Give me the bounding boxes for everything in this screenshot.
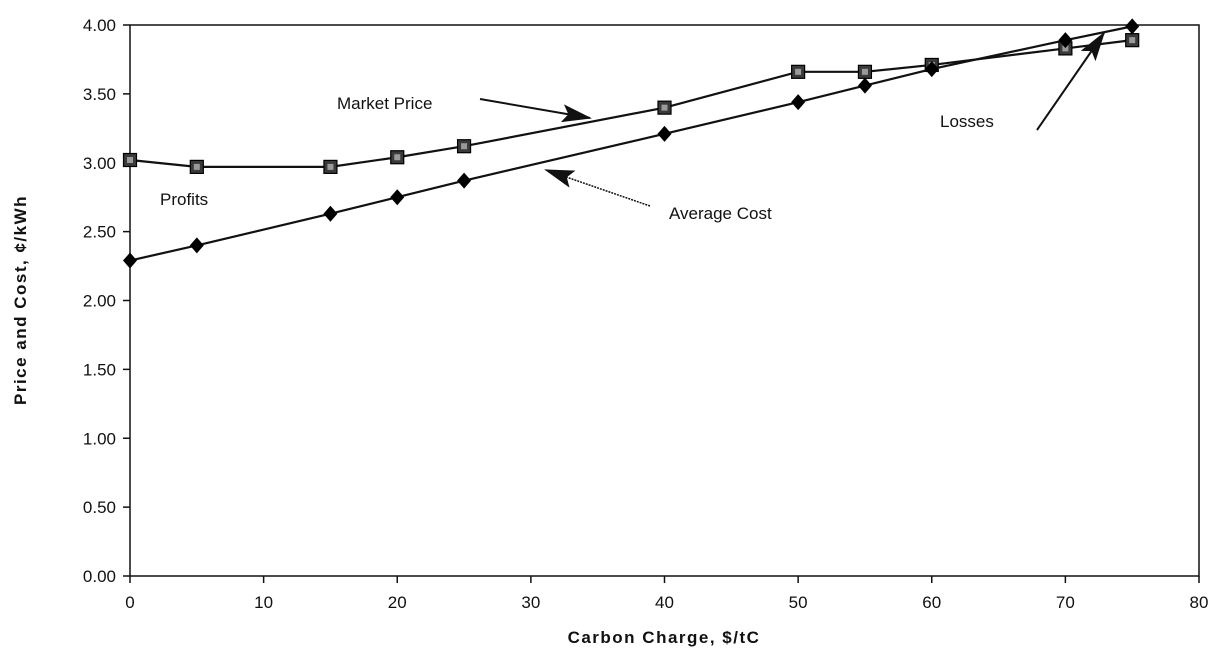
- average-cost-point: [791, 94, 806, 111]
- y-tick-label: 3.50: [83, 85, 116, 104]
- market-price-point-texture: [394, 154, 401, 161]
- average-cost-line: [129, 25, 1133, 262]
- x-tick-label: 50: [789, 593, 808, 612]
- x-axis-title: Carbon Charge, $/tC: [568, 628, 761, 647]
- x-tick-label: 0: [125, 593, 134, 612]
- y-tick-label: 2.00: [83, 292, 116, 311]
- annotation-average-cost: Average Cost: [669, 204, 772, 223]
- market-price-point-texture: [127, 156, 133, 163]
- x-axis-ticks: 0 10 20 30 40 50 60 70 80: [125, 576, 1208, 612]
- average-cost-point: [123, 252, 137, 269]
- x-tick-label: 30: [521, 593, 540, 612]
- annotation-profits: Profits: [160, 190, 208, 209]
- y-tick-label: 0.00: [83, 567, 116, 586]
- y-tick-label: 0.50: [83, 498, 116, 517]
- average-cost-point: [1125, 18, 1140, 35]
- average-cost-point: [924, 61, 939, 78]
- market-price-point-texture: [861, 68, 868, 75]
- market-price-point-texture: [661, 104, 668, 111]
- annotation-losses: Losses: [940, 112, 994, 131]
- y-tick-label: 1.50: [83, 360, 116, 379]
- market-price-point-texture: [461, 143, 468, 150]
- x-tick-label: 10: [254, 593, 273, 612]
- average-cost-point: [457, 172, 472, 189]
- average-cost-point: [189, 237, 204, 254]
- x-tick-label: 80: [1190, 593, 1209, 612]
- y-tick-label: 4.00: [83, 16, 116, 35]
- y-axis-title: Price and Cost, ¢/kWh: [11, 195, 30, 405]
- market-price-point-texture: [1062, 45, 1069, 52]
- x-tick-label: 60: [922, 593, 941, 612]
- losses-arrow: [1036, 31, 1106, 131]
- y-tick-label: 3.00: [83, 154, 116, 173]
- average-cost-arrow: [544, 169, 651, 207]
- y-tick-label: 1.00: [83, 429, 116, 448]
- market-price-arrow: [479, 98, 592, 123]
- average-cost-point: [390, 189, 405, 206]
- y-tick-label: 2.50: [83, 223, 116, 242]
- x-tick-label: 20: [388, 593, 407, 612]
- y-axis-ticks: 0.00 0.50 1.00 1.50 2.00 2.50 3.00 3.50 4.00: [83, 16, 130, 586]
- market-price-point-texture: [795, 68, 802, 75]
- series-layer: [122, 18, 1140, 269]
- average-cost-point: [657, 125, 672, 142]
- average-cost-point: [857, 77, 872, 94]
- market-price-point-texture: [1129, 37, 1136, 44]
- x-tick-label: 40: [655, 593, 674, 612]
- annotation-market-price: Market Price: [337, 94, 432, 113]
- market-price-point-texture: [193, 163, 200, 170]
- average-cost-point: [323, 205, 338, 222]
- x-tick-label: 70: [1056, 593, 1075, 612]
- market-price-point-texture: [327, 163, 334, 170]
- average-cost-point: [1058, 32, 1073, 49]
